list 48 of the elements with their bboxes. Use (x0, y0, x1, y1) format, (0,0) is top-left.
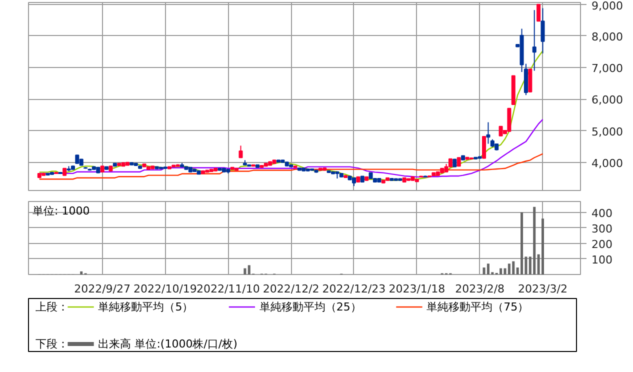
line-series (38, 153, 544, 180)
candlestick (528, 68, 532, 93)
legend-title: 下段： (35, 338, 68, 350)
bar (80, 271, 83, 274)
bar (248, 265, 250, 274)
legend-label: 単純移動平均（25） (259, 300, 362, 314)
y-tick-label: 9,000 (592, 0, 623, 12)
y-tick-label: 7,000 (592, 62, 623, 76)
line-series (38, 118, 544, 178)
bar (244, 268, 246, 274)
x-tick-label: 2022/12/2 (262, 282, 320, 296)
candlestick (532, 10, 536, 72)
x-tick-label: 2022/11/10 (196, 282, 260, 296)
candlestick (486, 122, 490, 144)
candlestick (238, 145, 243, 158)
bar (508, 264, 510, 274)
y-tick-label: 300 (592, 222, 612, 236)
y-tick-label: 400 (592, 206, 612, 220)
x-tick-label: 2022/12/23 (322, 282, 386, 296)
legend-label: 単純移動平均（5） (98, 300, 194, 314)
legend-title: 上段： (35, 300, 68, 314)
bar (512, 261, 515, 274)
candlestick (482, 136, 486, 160)
candlestick (540, 8, 545, 54)
candlestick (456, 156, 461, 167)
y-tick-label: 6,000 (592, 94, 623, 107)
y-tick-label: 200 (592, 238, 612, 251)
x-tick-label: 2023/1/18 (388, 282, 446, 296)
x-tick-label: 2023/2/8 (455, 282, 505, 296)
bar (486, 264, 490, 274)
x-tick-label: 2022/10/19 (134, 282, 197, 296)
annotation: 単位: 1000 (32, 204, 90, 218)
legend-label: 出来高 単位:(1000株/口/枚) (98, 338, 238, 350)
bar (500, 268, 502, 274)
bar (520, 212, 524, 274)
y-tick-label: 4,000 (592, 156, 623, 170)
x-tick-label: 2022/9/27 (74, 282, 131, 296)
legend-label: 単純移動平均（75） (426, 300, 529, 314)
x-tick-label: 2023/3/2 (518, 282, 568, 296)
bar (482, 268, 486, 274)
candlestick (536, 4, 541, 22)
bar (533, 206, 536, 274)
y-tick-label: 8,000 (592, 30, 623, 44)
y-tick-label: 100 (592, 253, 612, 266)
y-tick-label: 5,000 (592, 125, 623, 138)
candlestick (507, 108, 512, 132)
bar (541, 218, 544, 274)
candlestick (498, 126, 503, 137)
